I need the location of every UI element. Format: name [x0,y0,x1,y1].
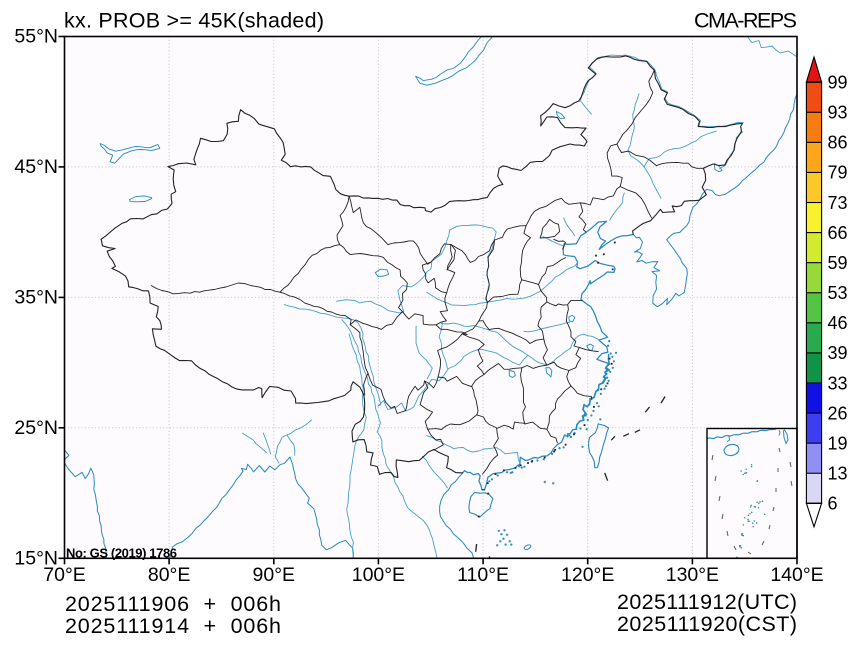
svg-text:79: 79 [828,163,848,183]
svg-text:66: 66 [828,223,848,243]
svg-text:80°E: 80°E [148,564,191,586]
svg-text:46: 46 [828,313,848,333]
svg-text:93: 93 [828,103,848,123]
svg-text:2025111912(UTC): 2025111912(UTC) [617,590,797,614]
svg-text:53: 53 [828,283,848,303]
svg-text:120°E: 120°E [561,564,614,586]
svg-text:90°E: 90°E [253,564,296,586]
svg-text:2025111920(CST): 2025111920(CST) [617,612,797,636]
svg-text:6: 6 [828,494,838,514]
svg-text:13: 13 [828,464,848,484]
svg-text:110°E: 110°E [457,564,509,586]
svg-text:70°E: 70°E [43,564,86,586]
svg-text:140°E: 140°E [770,564,823,586]
svg-text:2025111906 + 006h: 2025111906 + 006h [65,592,281,616]
svg-text:100°E: 100°E [352,564,405,586]
svg-text:CMA-REPS: CMA-REPS [694,9,797,33]
svg-text:19: 19 [828,434,848,454]
svg-text:55°N: 55°N [14,26,58,48]
svg-text:33: 33 [828,373,848,393]
svg-text:26: 26 [828,403,848,423]
svg-text:kx. PROB >= 45K(shaded): kx. PROB >= 45K(shaded) [64,9,324,33]
svg-text:2025111914 + 006h: 2025111914 + 006h [65,614,281,638]
svg-text:25°N: 25°N [14,417,58,439]
svg-text:45°N: 45°N [14,156,58,178]
svg-text:130°E: 130°E [666,564,719,586]
svg-text:86: 86 [828,133,848,153]
svg-text:99: 99 [828,73,848,93]
svg-text:No: GS (2019) 1786: No: GS (2019) 1786 [66,546,177,561]
svg-text:59: 59 [828,253,848,273]
svg-text:35°N: 35°N [14,286,58,308]
svg-text:73: 73 [828,193,848,213]
svg-text:39: 39 [828,343,848,363]
svg-text:15°N: 15°N [14,547,58,569]
